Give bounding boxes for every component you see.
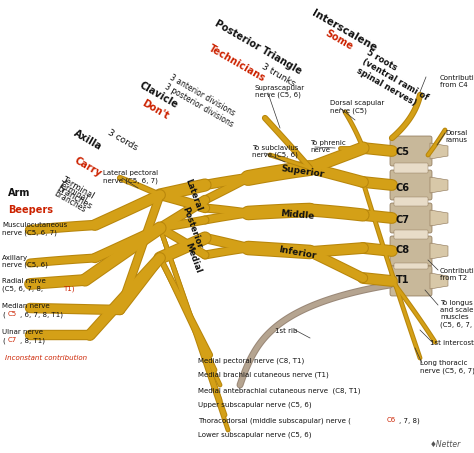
Text: 3 anterior divisions
3 posterior divisions: 3 anterior divisions 3 posterior divisio… (163, 73, 240, 129)
Text: C5: C5 (8, 311, 17, 317)
Polygon shape (430, 273, 448, 289)
Text: C5: C5 (396, 147, 410, 157)
Text: Posterior: Posterior (180, 206, 203, 250)
Text: Dorsal scapular
nerve (C5): Dorsal scapular nerve (C5) (330, 100, 384, 114)
Text: 1st rib: 1st rib (275, 328, 297, 334)
Text: Axillary
nerve (C5, 6): Axillary nerve (C5, 6) (2, 255, 48, 269)
Text: C7: C7 (8, 337, 17, 343)
Text: Don't: Don't (140, 98, 170, 121)
FancyBboxPatch shape (390, 203, 432, 233)
Text: Suprascapular
nerve (C5, 6): Suprascapular nerve (C5, 6) (255, 85, 305, 98)
Text: Inconstant contribution: Inconstant contribution (5, 355, 87, 361)
Text: Median nerve: Median nerve (2, 303, 50, 309)
Text: Some: Some (323, 28, 354, 52)
Text: T1: T1 (396, 275, 410, 285)
Text: 1st intercostal nerve: 1st intercostal nerve (430, 340, 474, 346)
Text: Lower subscapular nerve (C5, 6): Lower subscapular nerve (C5, 6) (198, 432, 311, 439)
Text: Technicians: Technicians (207, 43, 267, 84)
Text: , 7, 8): , 7, 8) (399, 417, 420, 424)
Text: Medial: Medial (183, 241, 202, 275)
Text: C6: C6 (396, 183, 410, 193)
Text: Dorsal
ramus: Dorsal ramus (445, 130, 467, 143)
Text: Clavicle: Clavicle (138, 80, 180, 110)
Text: Arm: Arm (8, 188, 30, 198)
Text: (: ( (2, 311, 5, 318)
Text: Beepers: Beepers (8, 205, 53, 215)
Text: Terminal
branches: Terminal branches (52, 180, 92, 214)
FancyBboxPatch shape (394, 197, 428, 206)
Text: Medial antebrachial cutaneous nerve  (C8, T1): Medial antebrachial cutaneous nerve (C8,… (198, 387, 361, 394)
Text: Contribution
from C4: Contribution from C4 (440, 75, 474, 88)
Text: Medial pectoral nerve (C8, T1): Medial pectoral nerve (C8, T1) (198, 357, 304, 363)
Text: C7: C7 (396, 215, 410, 225)
Text: T1): T1) (63, 286, 74, 293)
Text: Interscalene: Interscalene (310, 8, 378, 53)
Text: Ulnar nerve: Ulnar nerve (2, 329, 43, 335)
Text: Lateral pectoral
nerve (C5, 6, 7): Lateral pectoral nerve (C5, 6, 7) (103, 170, 158, 183)
FancyBboxPatch shape (390, 170, 432, 200)
Text: 3 trunks: 3 trunks (260, 62, 297, 88)
Text: To longus colli
and scalene
muscles
(C5, 6, 7, 8): To longus colli and scalene muscles (C5,… (440, 300, 474, 328)
FancyBboxPatch shape (390, 266, 432, 296)
Text: Middle: Middle (280, 209, 315, 221)
Text: Upper subscapular nerve (C5, 6): Upper subscapular nerve (C5, 6) (198, 402, 311, 409)
Text: C6: C6 (387, 417, 396, 423)
Text: Superior: Superior (280, 164, 325, 179)
Text: Contribution
from T2: Contribution from T2 (440, 268, 474, 281)
FancyBboxPatch shape (390, 236, 432, 266)
FancyBboxPatch shape (394, 263, 428, 269)
Polygon shape (430, 210, 448, 226)
Polygon shape (430, 143, 448, 159)
FancyBboxPatch shape (394, 230, 428, 239)
Text: Terminal
branches: Terminal branches (55, 175, 99, 211)
Polygon shape (430, 243, 448, 259)
Text: , 8, T1): , 8, T1) (20, 337, 45, 343)
Text: To subclavius
nerve (C5, 6): To subclavius nerve (C5, 6) (252, 145, 298, 159)
Text: Musculocutaneous
nerve (C5, 6, 7): Musculocutaneous nerve (C5, 6, 7) (2, 222, 67, 236)
Text: Lateral: Lateral (183, 178, 203, 212)
Polygon shape (430, 177, 448, 193)
Text: Long thoracic
nerve (C5, 6, 7): Long thoracic nerve (C5, 6, 7) (420, 360, 474, 374)
Text: ♦Netter: ♦Netter (430, 440, 461, 449)
Text: Medial brachial cutaneous nerve (T1): Medial brachial cutaneous nerve (T1) (198, 372, 329, 379)
Text: Thoracodorsal (middle subscapular) nerve (: Thoracodorsal (middle subscapular) nerve… (198, 417, 351, 424)
Text: Axilla: Axilla (72, 128, 104, 152)
FancyBboxPatch shape (390, 136, 432, 166)
Text: C8: C8 (396, 245, 410, 255)
Text: To phrenic
nerve: To phrenic nerve (310, 140, 346, 153)
Text: Radial nerve
(C5, 6, 7, 8,: Radial nerve (C5, 6, 7, 8, (2, 278, 46, 291)
Text: Carry: Carry (73, 155, 104, 178)
Text: , 6, 7, 8, T1): , 6, 7, 8, T1) (20, 311, 63, 318)
Text: Posterior Triangle: Posterior Triangle (213, 18, 303, 76)
Text: 3 cords: 3 cords (106, 128, 139, 152)
Text: Inferior: Inferior (278, 245, 317, 261)
Text: 5 roots
(ventral rami of
spinal nerves): 5 roots (ventral rami of spinal nerves) (355, 48, 435, 111)
Text: (: ( (2, 337, 5, 343)
FancyBboxPatch shape (394, 163, 428, 173)
